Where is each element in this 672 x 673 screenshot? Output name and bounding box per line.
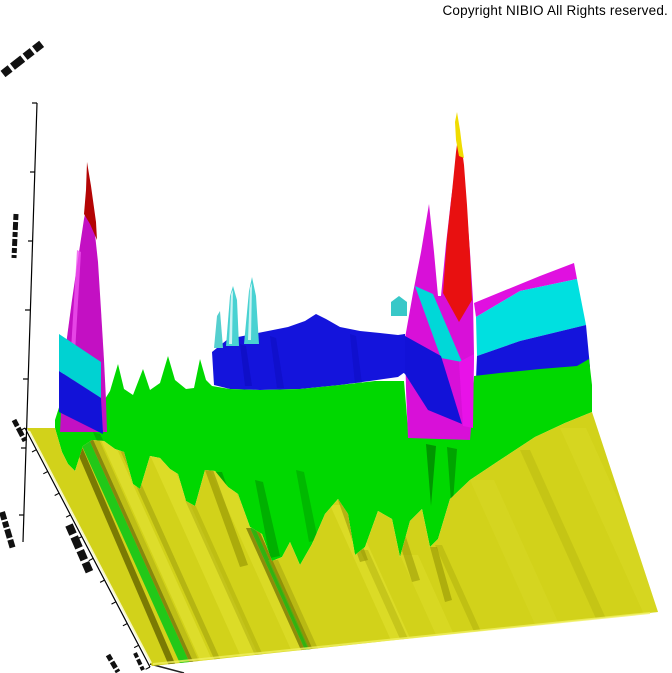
cyan-spike-highlight	[248, 283, 252, 340]
small-cyan-bump	[391, 296, 407, 316]
z-axis	[0, 38, 47, 543]
copyright-text: Copyright NIBIO All Rights reserved.	[442, 3, 668, 18]
left-peak	[59, 162, 107, 434]
blue-shade-streak	[350, 334, 362, 384]
floor	[27, 412, 658, 666]
depth-axis	[0, 418, 151, 673]
cyan-spike-highlight	[229, 290, 233, 344]
green-shade-streak	[296, 470, 318, 542]
right-peak-yellow-tip	[455, 112, 464, 158]
right-shoulder-blue-band	[476, 325, 590, 379]
mid-blue-ridge	[212, 277, 405, 390]
depth-axis-label-illegible	[0, 511, 16, 550]
depth-axis-label-illegible	[65, 523, 94, 575]
right-peak-cyan-stripe	[415, 286, 462, 362]
z-axis-ticks	[19, 102, 37, 516]
dark-green-v	[447, 447, 457, 515]
cyan-spike-small	[214, 311, 223, 348]
left-peak-cyan-stripe	[59, 334, 101, 398]
left-peak-red-tip	[84, 162, 97, 240]
blue-ridge-body	[212, 314, 405, 390]
right-peak-magenta-lower	[459, 354, 474, 428]
depth-axis-label-illegible	[133, 652, 145, 671]
depth-axis-label-illegible	[11, 418, 28, 443]
blue-shade-streak	[270, 336, 284, 388]
right-shoulder-magenta-band	[474, 263, 577, 317]
blue-shade-streak	[240, 344, 252, 386]
z-axis-title-illegible	[0, 38, 47, 78]
z-axis-line	[22, 102, 38, 543]
right-peak-red-body	[443, 130, 472, 322]
z-axis-label-illegible	[11, 213, 19, 259]
depth-axis-label-illegible	[105, 653, 121, 673]
right-shoulder-cyan-band	[476, 279, 586, 356]
right-peak	[405, 112, 474, 515]
left-peak-blue-stripe	[59, 371, 103, 434]
green-shade-streak	[255, 480, 280, 558]
floor-left-edge-highlight	[28, 430, 152, 664]
depth-axis-line	[24, 427, 151, 668]
right-peak-blue-stripe	[405, 336, 462, 424]
depth-axis-ticks	[20, 427, 151, 670]
green-band-body	[55, 356, 592, 565]
dark-green-v	[426, 444, 436, 506]
floor-front-edge-highlight	[152, 612, 651, 665]
